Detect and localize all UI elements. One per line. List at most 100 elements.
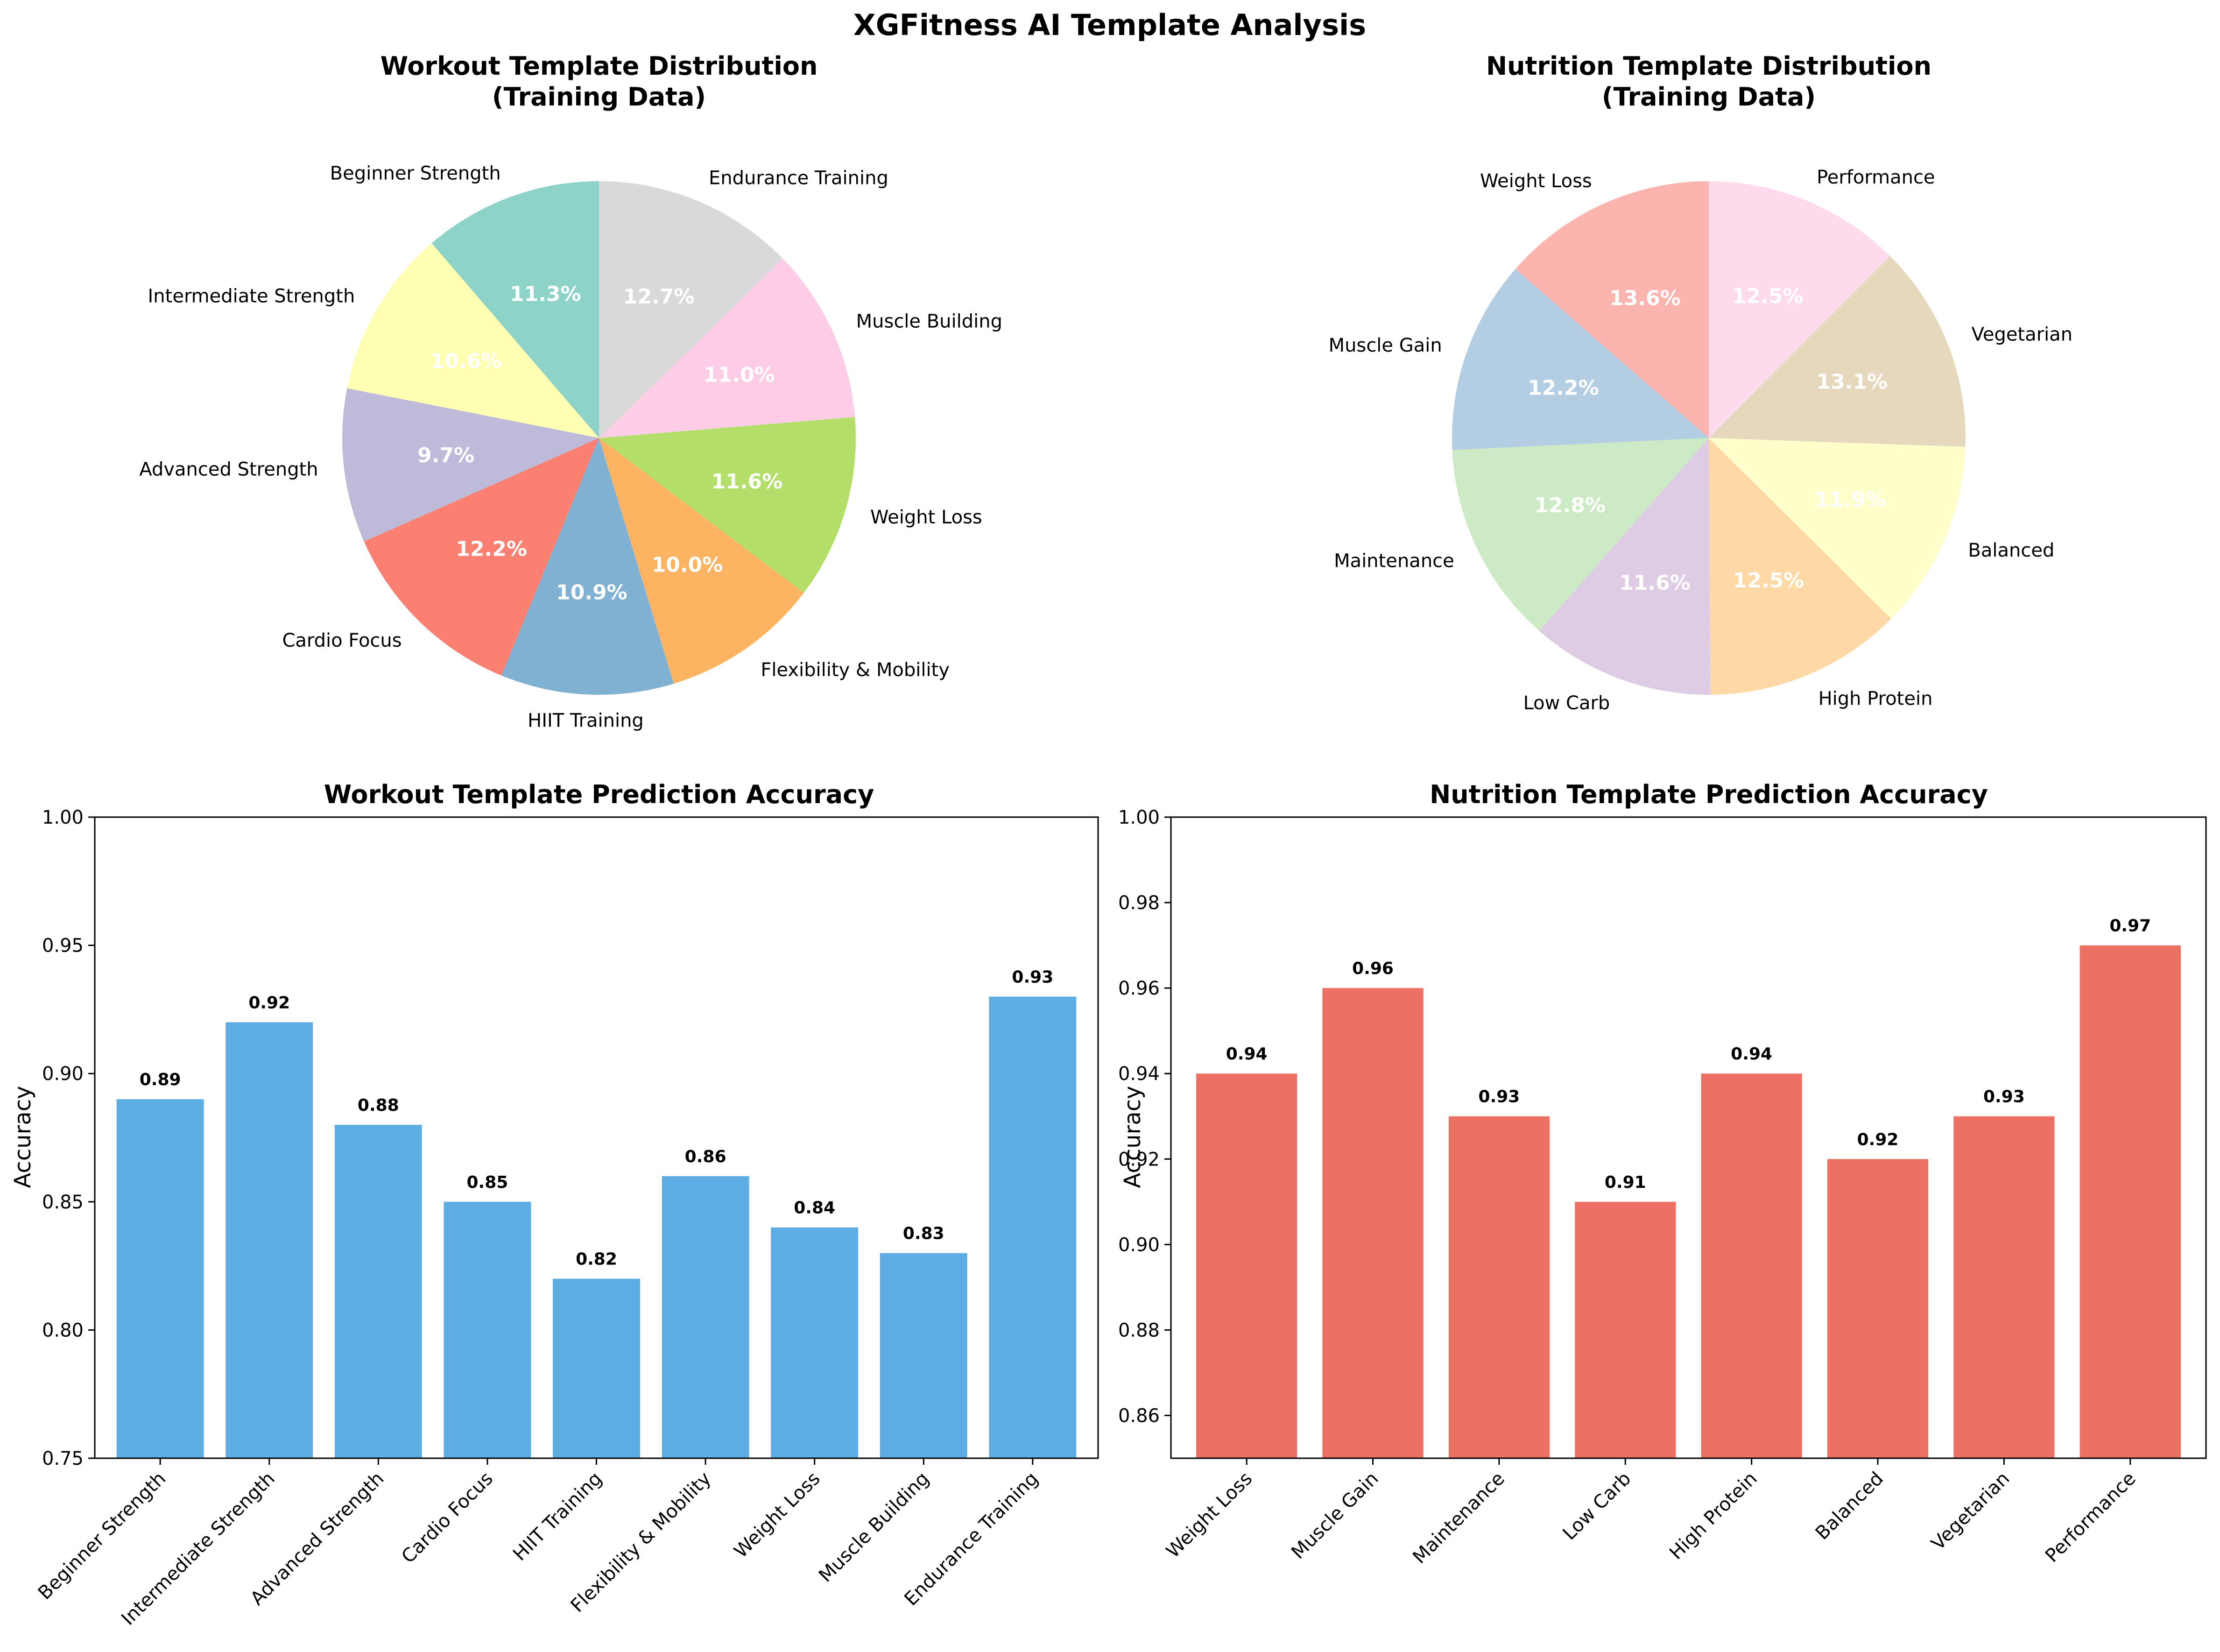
nutrition-pie-slice-performance bbox=[1709, 181, 1890, 438]
workout-pie-category-label-intermediate-strength: Intermediate Strength bbox=[148, 285, 355, 307]
workout-pie-slice-beginner-strength bbox=[431, 181, 599, 438]
workout-distribution-pie: Workout Template Distribution (Training … bbox=[139, 51, 1002, 731]
nutrition-bar-xtick-label-low-carb: Low Carb bbox=[1559, 1468, 1635, 1545]
workout-bar-bar-endurance-training bbox=[989, 996, 1077, 1458]
nutrition-bar-bar-weight-loss bbox=[1196, 1073, 1297, 1458]
nutrition-pie-slice-low-carb bbox=[1539, 438, 1711, 695]
workout-pie-category-label-cardio-focus: Cardio Focus bbox=[282, 630, 402, 651]
workout-pie-title-line1: Workout Template Distribution bbox=[381, 51, 818, 81]
workout-pie-pct-label-endurance-training: 12.7% bbox=[623, 285, 695, 309]
workout-accuracy-bar-chart: Workout Template Prediction Accuracy Acc… bbox=[10, 780, 1099, 1630]
workout-bar-bar-weight-loss bbox=[771, 1227, 859, 1458]
workout-bar-value-label-cardio-focus: 0.85 bbox=[466, 1173, 508, 1192]
nutrition-pie-pct-label-performance: 12.5% bbox=[1732, 284, 1804, 308]
workout-pie-category-label-advanced-strength: Advanced Strength bbox=[139, 459, 318, 480]
workout-pie-pct-label-beginner-strength: 11.3% bbox=[510, 282, 581, 306]
nutrition-bar-xtick-label-performance: Performance bbox=[2041, 1468, 2140, 1567]
workout-pie-pct-label-advanced-strength: 9.7% bbox=[417, 444, 474, 467]
workout-pie-category-label-flexibility-and-mobility: Flexibility & Mobility bbox=[761, 659, 950, 681]
workout-bar-bar-cardio-focus bbox=[444, 1201, 531, 1458]
nutrition-pie-slice-maintenance bbox=[1452, 438, 1709, 631]
nutrition-bar-bar-low-carb bbox=[1575, 1201, 1676, 1458]
workout-pie-category-label-endurance-training: Endurance Training bbox=[709, 168, 888, 189]
workout-pie-slice-advanced-strength bbox=[342, 388, 599, 542]
workout-pie-slice-muscle-building bbox=[599, 259, 855, 438]
nutrition-pie-pct-label-maintenance: 12.8% bbox=[1534, 494, 1606, 517]
workout-bar-xtick-label-cardio-focus: Cardio Focus bbox=[397, 1468, 497, 1568]
nutrition-pie-pct-label-muscle-gain: 12.2% bbox=[1528, 376, 1599, 400]
nutrition-pie-category-label-weight-loss: Weight Loss bbox=[1480, 170, 1592, 192]
nutrition-bar-ylabel: Accuracy bbox=[1120, 1086, 1146, 1188]
workout-pie-slice-flexibility-and-mobility bbox=[599, 438, 804, 684]
workout-bar-xtick-label-hiit-training: HIIT Training bbox=[509, 1468, 606, 1565]
nutrition-bar-ytick-label: 0.94 bbox=[1118, 1063, 1160, 1085]
workout-bar-xtick-label-muscle-building: Muscle Building bbox=[815, 1468, 933, 1587]
workout-bar-ytick-label: 0.85 bbox=[42, 1192, 84, 1213]
nutrition-pie-slice-muscle-gain bbox=[1452, 269, 1709, 450]
nutrition-bar-ytick-label: 1.00 bbox=[1118, 807, 1160, 828]
nutrition-pie-category-label-low-carb: Low Carb bbox=[1523, 692, 1610, 714]
nutrition-bar-value-label-maintenance: 0.93 bbox=[1479, 1087, 1520, 1107]
nutrition-bar-value-label-performance: 0.97 bbox=[2109, 917, 2151, 936]
nutrition-bar-bar-muscle-gain bbox=[1322, 988, 1424, 1458]
workout-bar-value-label-beginner-strength: 0.89 bbox=[140, 1070, 181, 1089]
nutrition-pie-pct-label-balanced: 11.9% bbox=[1815, 488, 1886, 512]
nutrition-bar-xtick-label-weight-loss: Weight Loss bbox=[1162, 1468, 1256, 1562]
workout-bar-ytick-label: 0.90 bbox=[42, 1063, 84, 1085]
workout-pie-slice-weight-loss bbox=[599, 417, 856, 593]
nutrition-pie-category-label-muscle-gain: Muscle Gain bbox=[1329, 335, 1442, 356]
nutrition-bar-bar-balanced bbox=[1827, 1159, 1929, 1458]
nutrition-pie-category-label-high-protein: High Protein bbox=[1818, 688, 1933, 710]
nutrition-bar-bar-vegetarian bbox=[1953, 1116, 2055, 1458]
nutrition-bar-xtick-label-balanced: Balanced bbox=[1811, 1468, 1888, 1544]
nutrition-pie-pct-label-high-protein: 12.5% bbox=[1733, 569, 1804, 593]
nutrition-bar-xtick-label-high-protein: High Protein bbox=[1665, 1468, 1762, 1564]
workout-pie-slice-intermediate-strength bbox=[347, 243, 599, 438]
workout-bar-bar-muscle-building bbox=[880, 1253, 967, 1458]
workout-pie-category-label-weight-loss: Weight Loss bbox=[870, 507, 982, 528]
nutrition-bar-value-label-low-carb: 0.91 bbox=[1605, 1173, 1646, 1192]
workout-pie-pct-label-muscle-building: 11.0% bbox=[704, 363, 775, 387]
workout-pie-category-label-hiit-training: HIIT Training bbox=[528, 710, 644, 731]
nutrition-bar-bar-maintenance bbox=[1448, 1116, 1550, 1458]
nutrition-pie-pct-label-low-carb: 11.6% bbox=[1619, 571, 1691, 595]
workout-bar-ytick-label: 1.00 bbox=[42, 807, 84, 828]
nutrition-bar-value-label-vegetarian: 0.93 bbox=[1983, 1087, 2025, 1107]
workout-bar-bar-beginner-strength bbox=[116, 1099, 204, 1458]
nutrition-pie-slice-high-protein bbox=[1709, 438, 1891, 695]
nutrition-bar-value-label-high-protein: 0.94 bbox=[1731, 1045, 1772, 1064]
workout-pie-pct-label-intermediate-strength: 10.6% bbox=[430, 349, 502, 373]
workout-pie-pct-label-cardio-focus: 12.2% bbox=[456, 537, 527, 561]
workout-bar-xtick-label-weight-loss: Weight Loss bbox=[730, 1468, 825, 1562]
nutrition-bar-ytick-label: 0.92 bbox=[1118, 1149, 1160, 1170]
workout-bar-ytick-label: 0.75 bbox=[42, 1448, 84, 1469]
workout-bar-title: Workout Template Prediction Accuracy bbox=[324, 780, 874, 809]
workout-bar-ytick-label: 0.95 bbox=[42, 935, 84, 957]
nutrition-pie-category-label-balanced: Balanced bbox=[1968, 540, 2054, 561]
nutrition-bar-ytick-label: 0.90 bbox=[1118, 1234, 1160, 1256]
nutrition-pie-slice-balanced bbox=[1709, 438, 1966, 619]
nutrition-bar-value-label-balanced: 0.92 bbox=[1857, 1130, 1899, 1149]
workout-bar-value-label-endurance-training: 0.93 bbox=[1012, 967, 1053, 987]
nutrition-bar-bar-performance bbox=[2079, 945, 2181, 1458]
workout-pie-category-label-beginner-strength: Beginner Strength bbox=[330, 163, 501, 184]
nutrition-bar-bar-high-protein bbox=[1701, 1073, 1802, 1458]
workout-pie-title-line2: (Training Data) bbox=[492, 82, 706, 112]
workout-bar-bar-flexibility-and-mobility bbox=[662, 1176, 749, 1458]
workout-bar-bar-hiit-training bbox=[553, 1278, 640, 1458]
workout-bar-ytick-label: 0.80 bbox=[42, 1320, 84, 1341]
workout-bar-bar-advanced-strength bbox=[334, 1125, 422, 1458]
workout-pie-slice-endurance-training bbox=[599, 181, 783, 438]
nutrition-pie-title-line2: (Training Data) bbox=[1602, 82, 1816, 112]
nutrition-pie-category-label-performance: Performance bbox=[1817, 167, 1935, 188]
nutrition-bar-title: Nutrition Template Prediction Accuracy bbox=[1430, 780, 1988, 809]
nutrition-bar-ytick-label: 0.88 bbox=[1118, 1320, 1160, 1341]
nutrition-bar-xtick-label-vegetarian: Vegetarian bbox=[1927, 1468, 2014, 1555]
workout-bar-value-label-hiit-training: 0.82 bbox=[576, 1250, 617, 1269]
nutrition-bar-xtick-label-maintenance: Maintenance bbox=[1409, 1468, 1509, 1568]
workout-bar-axes-frame bbox=[94, 816, 1099, 1459]
nutrition-bar-ytick-label: 0.98 bbox=[1118, 892, 1160, 914]
nutrition-pie-slice-weight-loss bbox=[1515, 181, 1709, 438]
nutrition-pie-pct-label-vegetarian: 13.1% bbox=[1817, 370, 1888, 394]
